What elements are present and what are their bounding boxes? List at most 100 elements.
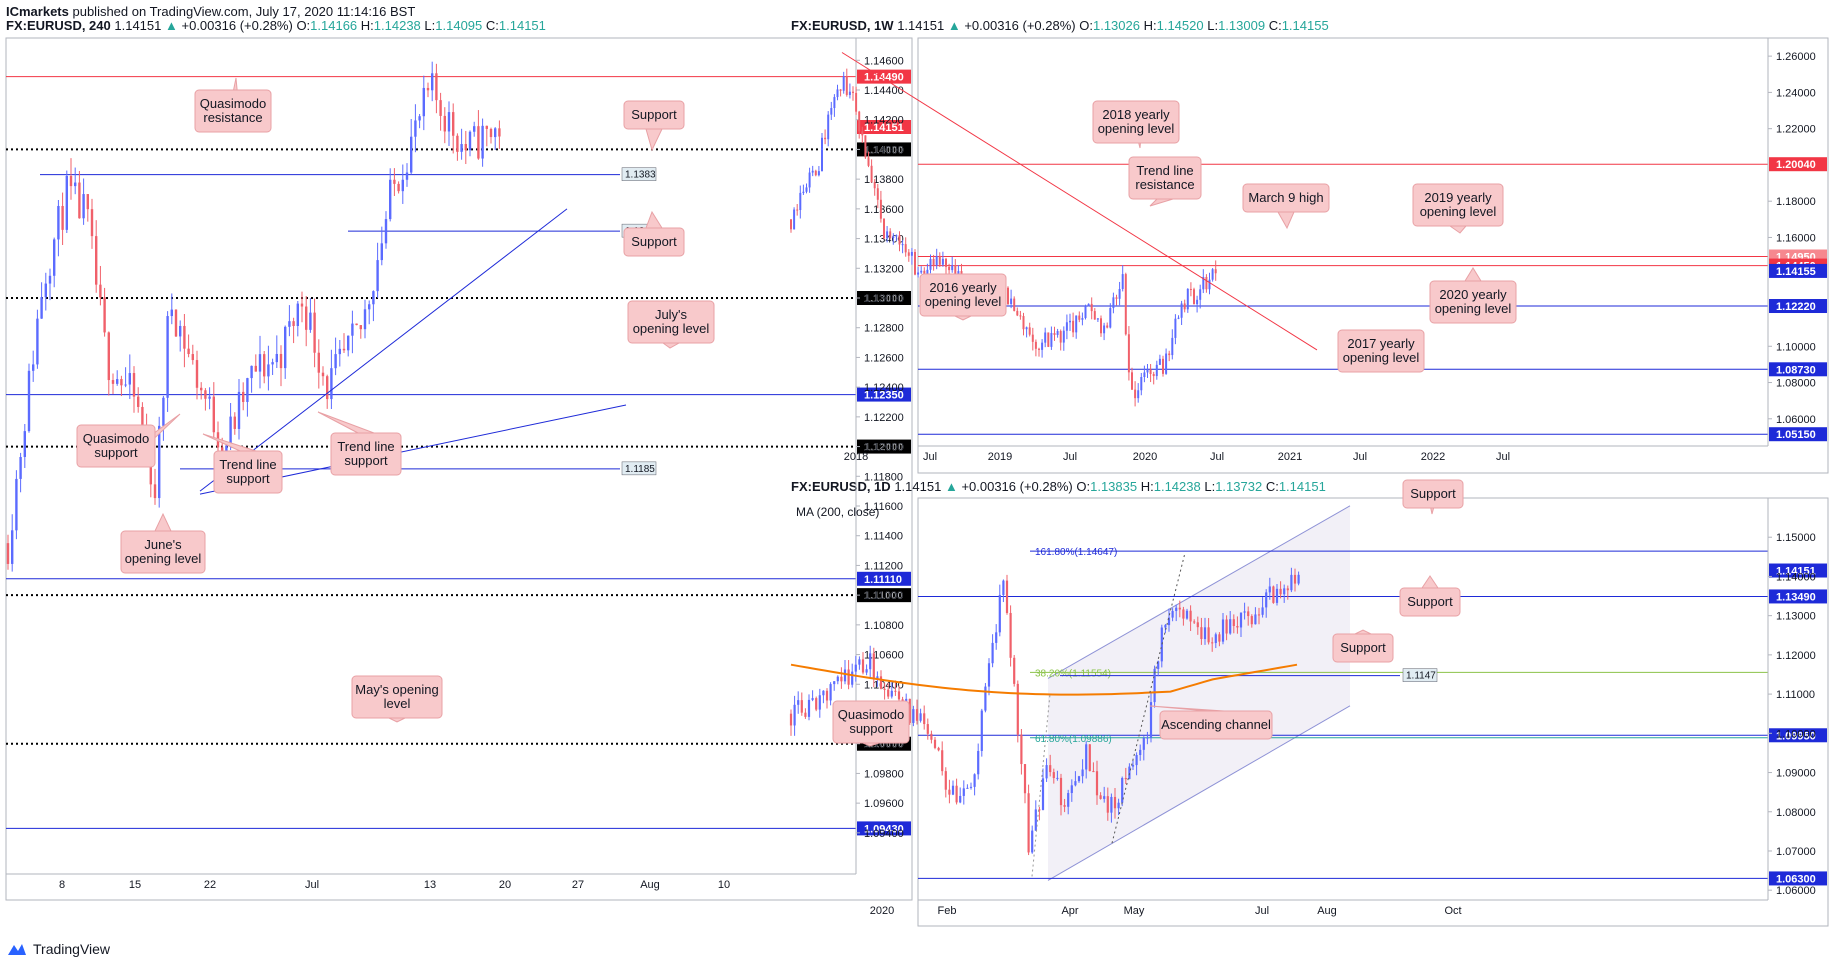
- candle-body: [153, 484, 157, 499]
- candle-body: [1152, 374, 1155, 377]
- candle-body: [1050, 333, 1053, 347]
- candle-body: [980, 710, 983, 751]
- candle-body: [930, 733, 933, 740]
- segment-label: 1.1383: [625, 170, 656, 181]
- callout-quasimodo-support-text: support: [94, 445, 138, 460]
- candle-body: [410, 136, 413, 173]
- candle-body: [1193, 289, 1195, 305]
- candle-body: [208, 396, 211, 399]
- candle-body: [892, 236, 895, 238]
- p2-chart[interactable]: 1.200401.149501.144501.141551.122201.087…: [790, 38, 1827, 463]
- price-tick-label: 1.16000: [1776, 232, 1816, 244]
- candle-body: [418, 116, 421, 121]
- p3-chart[interactable]: 1.14151 1.13490 1.09950 1.06300 161.80%(1.14…: [789, 479, 1827, 917]
- candle-body: [116, 379, 119, 384]
- candle-body: [170, 309, 173, 317]
- p1-chart[interactable]: 1.14490 1.14151 1.14000 1.13000 1.12350 1.120…: [6, 38, 911, 891]
- candle-body: [836, 89, 839, 98]
- p1-low-label: L:: [424, 18, 436, 33]
- p2-frame: [917, 37, 1829, 474]
- candle-body: [477, 126, 480, 159]
- price-level-badge: [1769, 263, 1827, 278]
- time-tick-label: May: [1124, 905, 1145, 917]
- candle-body: [1257, 614, 1261, 616]
- p1-close-label: C:: [485, 18, 499, 33]
- p3-symbol: FX:EURUSD, 1D: [791, 479, 891, 494]
- candle-body: [1247, 611, 1250, 617]
- candle-body: [187, 348, 190, 355]
- candle-body: [805, 187, 808, 192]
- p3-low: 1.13732: [1215, 479, 1263, 494]
- candle-body: [1038, 348, 1040, 350]
- trend-line-resistance: [841, 52, 1318, 351]
- candle-body: [1225, 619, 1228, 634]
- candle-body: [1283, 588, 1286, 595]
- callout-march-9-high-pointer: [1277, 211, 1295, 230]
- callout-support-text: Support: [1407, 594, 1453, 609]
- p3-title: FX:EURUSD, 1D 1.14151 ▲ +0.00316 (+0.28%…: [791, 479, 1326, 494]
- candle-body: [848, 91, 851, 95]
- ma-200-line: [790, 663, 1298, 696]
- callout-quasimodo-support-text: support: [849, 721, 893, 736]
- price-tick-label: 1.09400: [864, 828, 904, 840]
- price-tick-label: 1.09800: [864, 768, 904, 780]
- candle-body: [1131, 372, 1133, 390]
- p1-low: 1.14095: [435, 18, 483, 33]
- callout-trend-line-support-box: [213, 450, 283, 494]
- candle-body: [292, 321, 295, 327]
- candle-body: [1146, 737, 1149, 739]
- time-tick-label: Jul: [923, 451, 937, 463]
- candle-body: [962, 788, 965, 796]
- candle-body: [807, 699, 811, 717]
- candle-body: [456, 135, 459, 152]
- price-level-badge: [1769, 157, 1827, 172]
- candle-body: [973, 774, 976, 787]
- candle-body: [969, 786, 973, 788]
- price-level-badge: [857, 821, 911, 836]
- candle-body: [397, 183, 400, 192]
- candle-body: [869, 653, 872, 670]
- candle-body: [793, 704, 796, 726]
- time-tick-label: 13: [424, 879, 436, 891]
- candle-body: [830, 108, 833, 115]
- candle-body: [464, 144, 467, 151]
- candle-body: [1013, 657, 1016, 684]
- callout-trend-line-support-pointer: [317, 411, 375, 434]
- price-level-label: 1.06300: [1776, 873, 1816, 885]
- p2-last: 1.14151: [897, 18, 945, 33]
- candle-body: [1041, 778, 1045, 810]
- callout-2017-yearly-opening-level-text: opening level: [1343, 350, 1420, 365]
- candle-body: [951, 785, 955, 795]
- callout-2019-yearly-opening-level-box: [1412, 183, 1504, 227]
- candle-body: [1009, 612, 1012, 658]
- candle-body: [1077, 776, 1081, 782]
- candle-body: [204, 390, 207, 399]
- candle-body: [1092, 771, 1095, 773]
- footer: TradingView: [6, 941, 110, 957]
- candle-body: [489, 128, 493, 138]
- candle-body: [305, 306, 308, 330]
- candle-body: [948, 266, 951, 271]
- candle-body: [852, 91, 854, 93]
- candle-body: [845, 76, 848, 95]
- candle-body: [376, 260, 379, 292]
- time-tick-label: 22: [204, 879, 216, 891]
- candle-body: [1115, 297, 1118, 299]
- time-tick-label: Aug: [640, 879, 660, 891]
- candle-body: [895, 235, 898, 237]
- candle-body: [1118, 289, 1121, 299]
- candle-body: [1171, 610, 1174, 618]
- p3-close-label: C:: [1265, 479, 1279, 494]
- candle-body: [887, 689, 890, 697]
- candle-body: [1016, 310, 1019, 316]
- candle-body: [847, 669, 850, 685]
- candle-body: [380, 243, 383, 261]
- p2-high: 1.14520: [1156, 18, 1204, 33]
- candle-body: [1162, 358, 1164, 374]
- candle-body: [1103, 796, 1106, 799]
- price-tick-label: 1.13800: [864, 174, 904, 186]
- candle-body: [858, 659, 861, 665]
- candle-body: [1056, 777, 1059, 779]
- price-tick-label: 1.13600: [864, 204, 904, 216]
